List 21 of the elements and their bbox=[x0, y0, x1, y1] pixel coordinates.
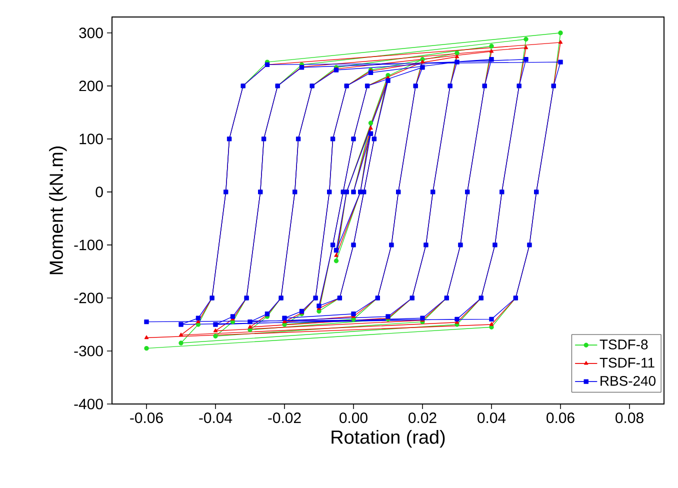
x-tick-label: 0.00 bbox=[340, 412, 368, 424]
y-tick-label: -100 bbox=[74, 240, 103, 250]
y-tick-label: -200 bbox=[74, 292, 103, 304]
x-tick-label: -0.06 bbox=[130, 412, 163, 424]
y-tick-label: -400 bbox=[74, 398, 103, 410]
y-tick-label: 300 bbox=[79, 28, 103, 38]
y-tick-label: -300 bbox=[74, 346, 103, 356]
x-tick-label: 0.06 bbox=[546, 412, 574, 424]
y-axis-title: Moment (kN.m) bbox=[49, 146, 67, 274]
x-tick-label: -0.02 bbox=[268, 412, 301, 424]
x-axis-title: Rotation (rad) bbox=[332, 430, 445, 448]
legend-label: TSDF-8 bbox=[600, 340, 648, 350]
x-tick-label: 0.08 bbox=[616, 412, 644, 424]
legend-label: RBS-240 bbox=[600, 376, 656, 386]
y-tick-label: 100 bbox=[80, 134, 103, 144]
legend-label: TSDF-11 bbox=[600, 358, 654, 368]
x-tick-label: 0.04 bbox=[478, 412, 506, 424]
y-tick-label: 0 bbox=[96, 186, 103, 198]
x-tick-label: -0.04 bbox=[199, 412, 232, 424]
x-tick-label: 0.02 bbox=[408, 412, 436, 424]
y-tick-label: 200 bbox=[79, 80, 103, 92]
